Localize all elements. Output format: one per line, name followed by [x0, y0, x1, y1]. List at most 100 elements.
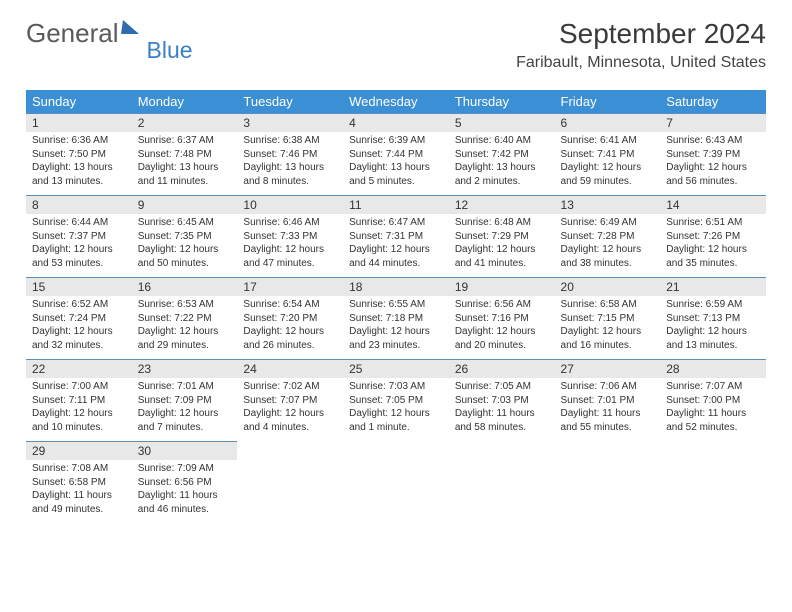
logo-text-general: General — [26, 18, 119, 49]
day-cell: 14Sunrise: 6:51 AMSunset: 7:26 PMDayligh… — [660, 196, 766, 278]
day-number: 13 — [555, 196, 661, 214]
day-details: Sunrise: 6:53 AMSunset: 7:22 PMDaylight:… — [132, 296, 238, 356]
day-cell: 4Sunrise: 6:39 AMSunset: 7:44 PMDaylight… — [343, 114, 449, 196]
day-cell: 30Sunrise: 7:09 AMSunset: 6:56 PMDayligh… — [132, 442, 238, 524]
day-details: Sunrise: 6:43 AMSunset: 7:39 PMDaylight:… — [660, 132, 766, 192]
day-details: Sunrise: 6:44 AMSunset: 7:37 PMDaylight:… — [26, 214, 132, 274]
day-details: Sunrise: 6:48 AMSunset: 7:29 PMDaylight:… — [449, 214, 555, 274]
day-number: 21 — [660, 278, 766, 296]
day-number: 23 — [132, 360, 238, 378]
header: General Blue September 2024 Faribault, M… — [26, 18, 766, 72]
day-number: 27 — [555, 360, 661, 378]
day-details: Sunrise: 7:08 AMSunset: 6:58 PMDaylight:… — [26, 460, 132, 520]
day-cell — [449, 442, 555, 524]
day-cell — [343, 442, 449, 524]
day-details: Sunrise: 7:07 AMSunset: 7:00 PMDaylight:… — [660, 378, 766, 438]
day-number: 18 — [343, 278, 449, 296]
day-number: 4 — [343, 114, 449, 132]
day-cell: 6Sunrise: 6:41 AMSunset: 7:41 PMDaylight… — [555, 114, 661, 196]
day-details: Sunrise: 6:45 AMSunset: 7:35 PMDaylight:… — [132, 214, 238, 274]
day-cell: 7Sunrise: 6:43 AMSunset: 7:39 PMDaylight… — [660, 114, 766, 196]
day-details: Sunrise: 7:00 AMSunset: 7:11 PMDaylight:… — [26, 378, 132, 438]
day-details: Sunrise: 6:52 AMSunset: 7:24 PMDaylight:… — [26, 296, 132, 356]
day-number: 9 — [132, 196, 238, 214]
day-number: 19 — [449, 278, 555, 296]
day-cell: 2Sunrise: 6:37 AMSunset: 7:48 PMDaylight… — [132, 114, 238, 196]
day-number: 8 — [26, 196, 132, 214]
day-cell: 20Sunrise: 6:58 AMSunset: 7:15 PMDayligh… — [555, 278, 661, 360]
month-title: September 2024 — [516, 18, 766, 50]
day-details: Sunrise: 6:51 AMSunset: 7:26 PMDaylight:… — [660, 214, 766, 274]
day-details: Sunrise: 6:56 AMSunset: 7:16 PMDaylight:… — [449, 296, 555, 356]
day-cell: 21Sunrise: 6:59 AMSunset: 7:13 PMDayligh… — [660, 278, 766, 360]
day-number: 12 — [449, 196, 555, 214]
day-cell: 18Sunrise: 6:55 AMSunset: 7:18 PMDayligh… — [343, 278, 449, 360]
logo-text-blue: Blue — [147, 37, 193, 64]
week-row: 1Sunrise: 6:36 AMSunset: 7:50 PMDaylight… — [26, 114, 766, 196]
day-details: Sunrise: 6:58 AMSunset: 7:15 PMDaylight:… — [555, 296, 661, 356]
day-details: Sunrise: 6:39 AMSunset: 7:44 PMDaylight:… — [343, 132, 449, 192]
day-details: Sunrise: 6:40 AMSunset: 7:42 PMDaylight:… — [449, 132, 555, 192]
day-details: Sunrise: 6:36 AMSunset: 7:50 PMDaylight:… — [26, 132, 132, 192]
day-details: Sunrise: 6:49 AMSunset: 7:28 PMDaylight:… — [555, 214, 661, 274]
day-cell: 15Sunrise: 6:52 AMSunset: 7:24 PMDayligh… — [26, 278, 132, 360]
day-number: 26 — [449, 360, 555, 378]
day-header: Tuesday — [237, 90, 343, 114]
day-number: 15 — [26, 278, 132, 296]
day-header: Thursday — [449, 90, 555, 114]
day-number: 10 — [237, 196, 343, 214]
day-cell: 29Sunrise: 7:08 AMSunset: 6:58 PMDayligh… — [26, 442, 132, 524]
title-block: September 2024 Faribault, Minnesota, Uni… — [516, 18, 766, 72]
day-header: Sunday — [26, 90, 132, 114]
day-details: Sunrise: 6:37 AMSunset: 7:48 PMDaylight:… — [132, 132, 238, 192]
day-cell: 25Sunrise: 7:03 AMSunset: 7:05 PMDayligh… — [343, 360, 449, 442]
day-cell: 23Sunrise: 7:01 AMSunset: 7:09 PMDayligh… — [132, 360, 238, 442]
day-details: Sunrise: 6:46 AMSunset: 7:33 PMDaylight:… — [237, 214, 343, 274]
day-number: 5 — [449, 114, 555, 132]
day-details: Sunrise: 7:05 AMSunset: 7:03 PMDaylight:… — [449, 378, 555, 438]
day-cell — [555, 442, 661, 524]
week-row: 29Sunrise: 7:08 AMSunset: 6:58 PMDayligh… — [26, 442, 766, 524]
day-header: Friday — [555, 90, 661, 114]
day-number: 28 — [660, 360, 766, 378]
day-header: Wednesday — [343, 90, 449, 114]
week-row: 8Sunrise: 6:44 AMSunset: 7:37 PMDaylight… — [26, 196, 766, 278]
day-details: Sunrise: 7:03 AMSunset: 7:05 PMDaylight:… — [343, 378, 449, 438]
day-number: 6 — [555, 114, 661, 132]
calendar-table: Sunday Monday Tuesday Wednesday Thursday… — [26, 90, 766, 524]
calendar-body: 1Sunrise: 6:36 AMSunset: 7:50 PMDaylight… — [26, 114, 766, 524]
day-number: 2 — [132, 114, 238, 132]
day-number: 16 — [132, 278, 238, 296]
day-number: 3 — [237, 114, 343, 132]
day-details: Sunrise: 6:38 AMSunset: 7:46 PMDaylight:… — [237, 132, 343, 192]
day-cell: 28Sunrise: 7:07 AMSunset: 7:00 PMDayligh… — [660, 360, 766, 442]
day-cell: 19Sunrise: 6:56 AMSunset: 7:16 PMDayligh… — [449, 278, 555, 360]
day-cell: 10Sunrise: 6:46 AMSunset: 7:33 PMDayligh… — [237, 196, 343, 278]
day-cell: 26Sunrise: 7:05 AMSunset: 7:03 PMDayligh… — [449, 360, 555, 442]
day-details: Sunrise: 6:41 AMSunset: 7:41 PMDaylight:… — [555, 132, 661, 192]
day-details: Sunrise: 6:54 AMSunset: 7:20 PMDaylight:… — [237, 296, 343, 356]
day-cell — [237, 442, 343, 524]
day-cell: 3Sunrise: 6:38 AMSunset: 7:46 PMDaylight… — [237, 114, 343, 196]
day-header: Saturday — [660, 90, 766, 114]
day-number: 24 — [237, 360, 343, 378]
day-cell: 12Sunrise: 6:48 AMSunset: 7:29 PMDayligh… — [449, 196, 555, 278]
day-details: Sunrise: 7:09 AMSunset: 6:56 PMDaylight:… — [132, 460, 238, 520]
day-details: Sunrise: 7:06 AMSunset: 7:01 PMDaylight:… — [555, 378, 661, 438]
day-cell: 13Sunrise: 6:49 AMSunset: 7:28 PMDayligh… — [555, 196, 661, 278]
day-number: 17 — [237, 278, 343, 296]
week-row: 15Sunrise: 6:52 AMSunset: 7:24 PMDayligh… — [26, 278, 766, 360]
day-number: 7 — [660, 114, 766, 132]
day-cell: 17Sunrise: 6:54 AMSunset: 7:20 PMDayligh… — [237, 278, 343, 360]
logo: General Blue — [26, 18, 165, 49]
day-number: 22 — [26, 360, 132, 378]
day-details: Sunrise: 7:01 AMSunset: 7:09 PMDaylight:… — [132, 378, 238, 438]
day-number: 30 — [132, 442, 238, 460]
day-number: 14 — [660, 196, 766, 214]
day-cell: 1Sunrise: 6:36 AMSunset: 7:50 PMDaylight… — [26, 114, 132, 196]
day-cell: 22Sunrise: 7:00 AMSunset: 7:11 PMDayligh… — [26, 360, 132, 442]
week-row: 22Sunrise: 7:00 AMSunset: 7:11 PMDayligh… — [26, 360, 766, 442]
day-cell: 5Sunrise: 6:40 AMSunset: 7:42 PMDaylight… — [449, 114, 555, 196]
day-number: 29 — [26, 442, 132, 460]
day-details: Sunrise: 6:55 AMSunset: 7:18 PMDaylight:… — [343, 296, 449, 356]
